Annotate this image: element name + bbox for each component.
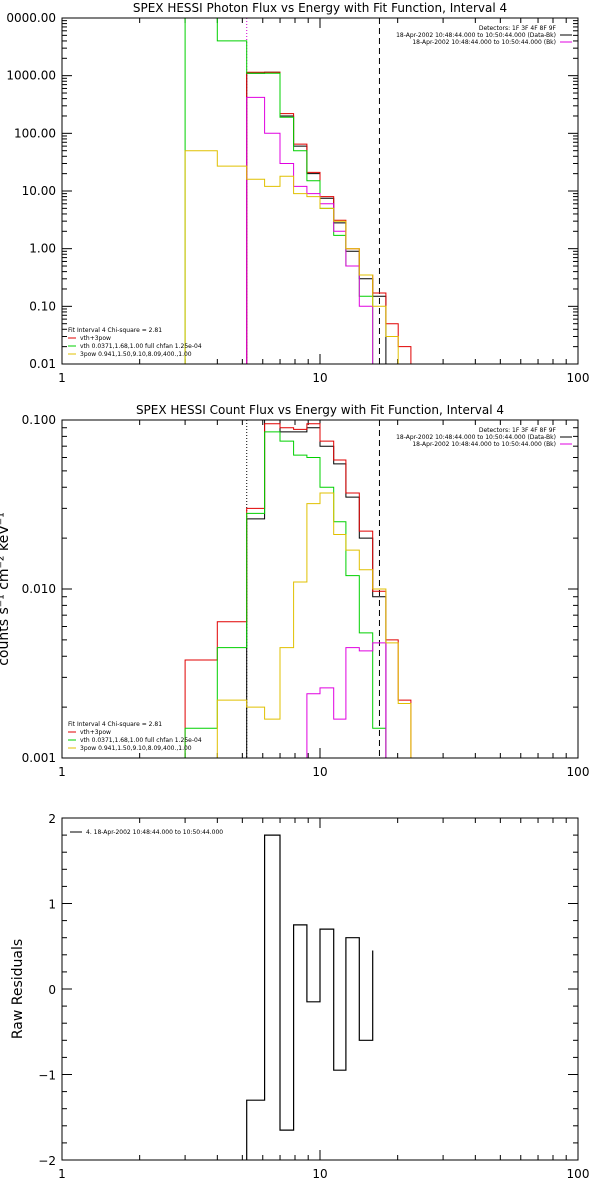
x-tick-label: 100 [567,765,590,779]
y-tick-label: 100.00 [14,126,56,140]
y-tick-label: −1 [38,1069,56,1083]
y-tick-label: 1 [48,898,56,912]
data-series-1 [184,423,412,758]
y-axis-label: Raw Residuals [10,939,26,1039]
fit-text: vth+3pow [80,335,111,342]
fit-text: Fit Interval 4 Chi-square = 2.81 [68,721,162,728]
y-tick-label: 0.10 [29,299,56,313]
series-group [184,420,412,758]
legend-text: 4. 18-Apr-2002 10:48:44.000 to 10:50:44.… [86,829,223,836]
y-tick-label: 1.00 [29,242,56,256]
data-series-2 [184,18,387,364]
y-tick-label: 1000.00 [6,69,56,83]
data-series-3 [246,642,387,758]
header-text: 18-Apr-2002 10:48:44.000 to 10:50:44.000… [412,441,556,448]
x-tick-label: 1 [58,1167,66,1181]
fit-text: Fit Interval 4 Chi-square = 2.81 [68,327,162,334]
y-tick-label: 0.100 [22,413,56,427]
y-tick-label: 2 [48,812,56,826]
series-group [246,834,374,1160]
header-text: 18-Apr-2002 10:48:44.000 to 10:50:44.000… [412,39,556,46]
y-tick-label: 0 [48,983,56,997]
x-tick-label: 10 [312,371,327,385]
y-axis-label: counts s⁻¹ cm⁻² keV⁻¹ [0,512,12,666]
fit-text: vth+3pow [80,729,111,736]
y-tick-label: 10.00 [22,184,56,198]
x-tick-label: 10 [312,765,327,779]
x-tick-label: 100 [567,371,590,385]
x-tick-label: 1 [58,765,66,779]
data-series-3 [246,96,374,364]
data-series-4 [216,492,412,758]
y-tick-label: 0.01 [29,357,56,371]
x-tick-label: 10 [312,1167,327,1181]
header-text: 18-Apr-2002 10:48:44.000 to 10:50:44.000… [396,32,556,39]
chart-title: SPEX HESSI Photon Flux vs Energy with Fi… [133,1,507,15]
fit-text: vth 0.0371,1.68,1.00 full chfan 1.25e-04 [80,343,202,350]
y-tick-label: 0000.00 [6,11,56,25]
y-tick-label: 0.001 [22,751,56,765]
chart-title: SPEX HESSI Count Flux vs Energy with Fit… [136,403,504,417]
plot-frame [61,817,579,1161]
header-text: Detectors: 1F 3F 4F 8F 9F [479,427,557,434]
data-series-0 [246,71,387,364]
fit-text: 3pow 0.941,1.50,9.10,8.09,400.,1.00 [80,351,192,358]
photon-flux-panel: SPEX HESSI Photon Flux vs Energy with Fi… [6,1,589,385]
data-series-2 [184,431,387,758]
plot-frame [61,17,579,365]
count-flux-panel: SPEX HESSI Count Flux vs Energy with Fit… [0,403,590,779]
fit-text: vth 0.0371,1.68,1.00 full chfan 1.25e-04 [80,737,202,744]
series-group [184,18,412,364]
header-text: 18-Apr-2002 10:48:44.000 to 10:50:44.000… [396,434,556,441]
fit-text: 3pow 0.941,1.50,9.10,8.09,400.,1.00 [80,745,192,752]
y-tick-label: 0.010 [22,582,56,596]
plot-frame [61,419,579,759]
data-series-4 [184,150,412,364]
header-text: Detectors: 1F 3F 4F 8F 9F [479,25,557,32]
y-tick-label: −2 [38,1154,56,1168]
data-series-0 [246,420,387,758]
x-tick-label: 1 [58,371,66,385]
data-series-0 [246,834,374,1160]
x-tick-label: 100 [567,1167,590,1181]
